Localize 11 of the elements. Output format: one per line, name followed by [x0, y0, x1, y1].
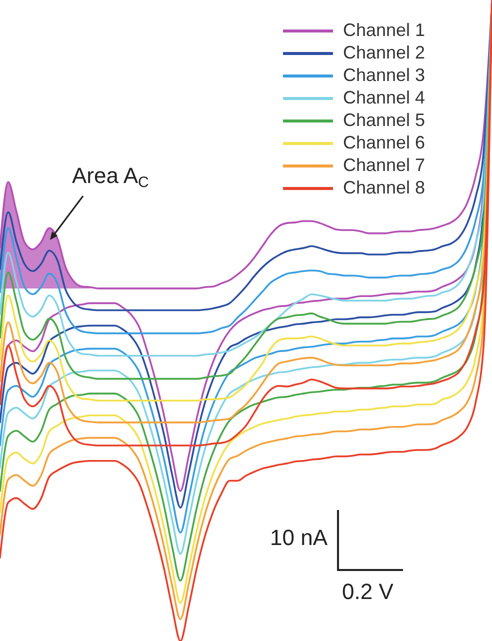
annotation: Area A$_{C}$ — [72, 163, 149, 191]
legend-label: Channel 3 — [343, 65, 426, 85]
legend-label: Channel 1 — [343, 20, 426, 40]
annotation: 10 nA — [270, 525, 328, 550]
legend-label: Channel 6 — [343, 132, 426, 152]
legend-label: Channel 5 — [343, 110, 426, 130]
legend-label: Channel 8 — [343, 178, 426, 198]
legend-label: Channel 2 — [343, 42, 426, 62]
legend-label: Channel 7 — [343, 155, 426, 175]
annotation: 0.2 V — [342, 579, 394, 604]
legend-label: Channel 4 — [343, 88, 426, 108]
